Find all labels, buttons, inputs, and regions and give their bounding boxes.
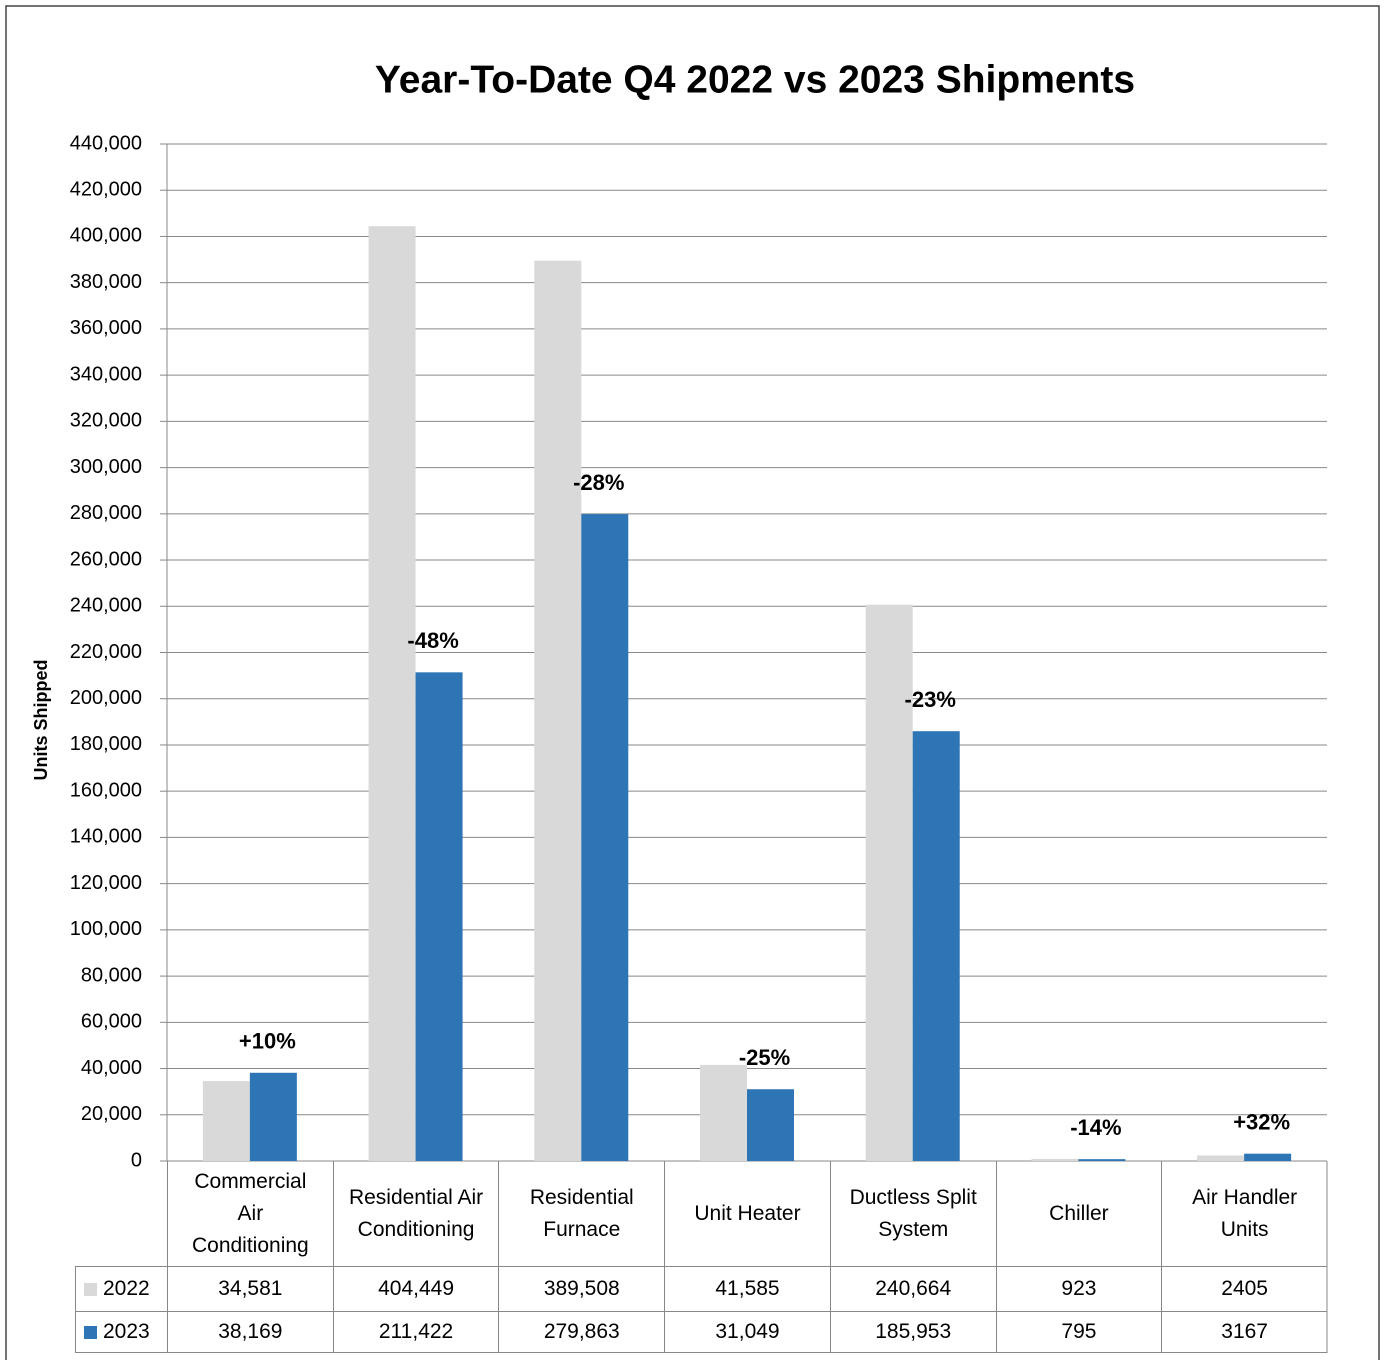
table-value: 185,953	[829, 1311, 996, 1353]
y-tick-label: 20,000	[81, 1103, 142, 1125]
y-tick-label: 0	[131, 1149, 142, 1171]
bar	[1078, 1159, 1126, 1161]
legend-swatch	[84, 1282, 97, 1296]
bar	[1197, 1155, 1245, 1161]
change-label: -48%	[407, 628, 458, 653]
y-tick-label: 220,000	[70, 641, 142, 663]
category-header: Commercial Air Conditioning	[167, 1161, 333, 1266]
y-tick-label: 380,000	[70, 271, 142, 293]
change-label: +32%	[1233, 1109, 1290, 1134]
change-label: -28%	[573, 470, 624, 495]
legend-swatch	[84, 1325, 97, 1339]
bar	[202, 1081, 250, 1161]
y-tick-label: 80,000	[81, 964, 142, 986]
y-tick-label: 300,000	[70, 456, 142, 478]
bar	[249, 1072, 297, 1161]
table-value: 795	[995, 1311, 1162, 1353]
bar	[912, 731, 960, 1161]
category-header: Ductless Split System	[829, 1161, 996, 1266]
y-tick-label: 160,000	[70, 779, 142, 801]
table-value: 404,449	[332, 1266, 499, 1311]
change-label: -14%	[1070, 1115, 1121, 1140]
category-header: Unit Heater	[664, 1161, 830, 1266]
bar	[581, 514, 629, 1161]
table-value: 240,664	[829, 1266, 996, 1311]
category-header: Chiller	[995, 1161, 1162, 1266]
category-header: Residential Furnace	[498, 1161, 664, 1266]
y-tick-label: 260,000	[70, 548, 142, 570]
change-label: -23%	[905, 687, 956, 712]
y-tick-label: 360,000	[70, 317, 142, 339]
bar	[1031, 1158, 1079, 1161]
y-tick-label: 440,000	[70, 132, 142, 154]
bar	[700, 1064, 747, 1161]
change-label: +10%	[239, 1029, 296, 1054]
y-tick-label: 420,000	[70, 179, 142, 201]
category-header: Air Handler Units	[1161, 1161, 1327, 1266]
legend-label: 2023	[103, 1320, 150, 1343]
y-tick-label: 60,000	[81, 1011, 142, 1033]
bar	[747, 1089, 794, 1161]
chart-border	[5, 5, 1380, 1360]
y-tick-label: 240,000	[70, 595, 142, 617]
y-tick-label: 320,000	[70, 410, 142, 432]
bar	[368, 226, 416, 1162]
y-tick-label: 200,000	[70, 687, 142, 709]
y-tick-label: 400,000	[70, 225, 142, 247]
table-value: 211,422	[332, 1311, 499, 1353]
y-tick-label: 140,000	[70, 826, 142, 848]
category-header: Residential Air Conditioning	[332, 1161, 499, 1266]
table-value: 389,508	[498, 1266, 665, 1311]
y-tick-label: 120,000	[70, 872, 142, 894]
legend-cell: 2023	[75, 1311, 167, 1353]
table-value: 3167	[1161, 1311, 1327, 1353]
chart-title: Year-To-Date Q4 2022 vs 2023 Shipments	[375, 58, 1135, 101]
legend-label: 2022	[103, 1277, 150, 1300]
table-value: 41,585	[664, 1266, 830, 1311]
table-value: 923	[995, 1266, 1162, 1311]
table-value: 38,169	[167, 1311, 333, 1353]
table-value: 279,863	[498, 1311, 665, 1353]
bar	[534, 260, 582, 1161]
bar	[415, 672, 463, 1161]
y-tick-label: 280,000	[70, 502, 142, 524]
y-tick-label: 180,000	[70, 733, 142, 755]
table-value: 2405	[1161, 1266, 1327, 1311]
table-value: 34,581	[167, 1266, 333, 1311]
y-tick-label: 340,000	[70, 363, 142, 385]
legend-cell: 2022	[75, 1266, 167, 1311]
bar	[1244, 1153, 1292, 1161]
table-value: 31,049	[664, 1311, 830, 1353]
y-tick-label: 40,000	[81, 1057, 142, 1079]
bar	[865, 604, 913, 1161]
change-label: -25%	[739, 1045, 790, 1070]
y-axis-title: Units Shipped	[31, 660, 51, 781]
y-tick-label: 100,000	[70, 918, 142, 940]
